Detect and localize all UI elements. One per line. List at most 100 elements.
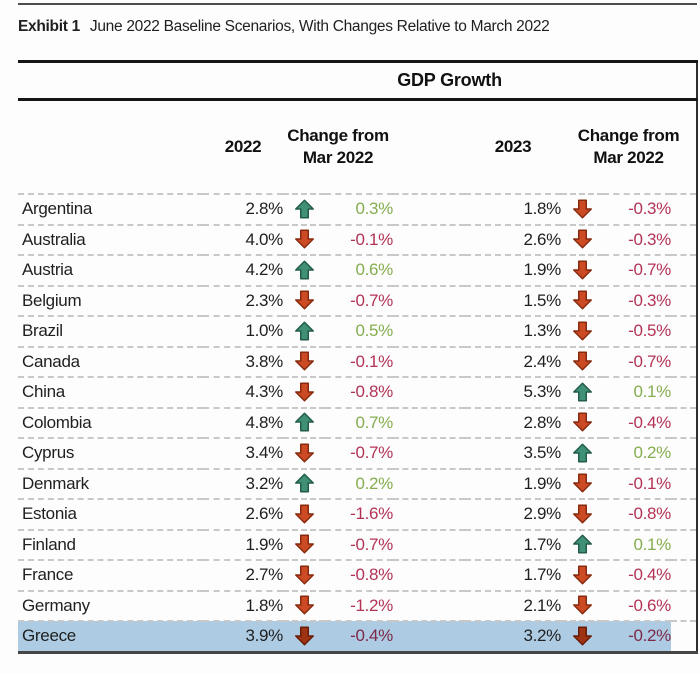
change-2023-arrow-cell — [561, 560, 603, 592]
exhibit-page: Exhibit 1 June 2022 Baseline Scenarios, W… — [0, 3, 700, 674]
spacer-cell — [393, 255, 465, 287]
country-cell: Germany — [18, 590, 203, 622]
right-pad-cell — [671, 621, 698, 654]
change-2023-value-cell: -0.2% — [603, 621, 671, 654]
right-pad-cell — [671, 285, 698, 317]
change-2022-value-cell: -0.7% — [325, 438, 393, 470]
country-cell: France — [18, 560, 203, 592]
gdp-2023-cell: 1.7% — [465, 529, 561, 561]
column-header-change-from-mar-2022-first: Change from Mar 2022 — [283, 99, 393, 195]
right-pad-cell — [671, 407, 698, 439]
change-2023-arrow-cell — [561, 468, 603, 500]
table-row: China 4.3% -0.8% 5.3% 0.1% — [18, 377, 698, 409]
change-2023-value-cell: -0.3% — [603, 285, 671, 317]
right-pad-cell — [671, 255, 698, 287]
up-arrow-icon — [294, 321, 315, 341]
down-arrow-icon — [572, 595, 593, 615]
table-row: Brazil 1.0% 0.5% 1.3% -0.5% — [18, 316, 698, 348]
gdp-2023-cell: 1.5% — [465, 285, 561, 317]
down-arrow-icon — [294, 351, 315, 371]
right-pad-cell — [671, 529, 698, 561]
change-2022-arrow-cell — [283, 590, 325, 622]
change-2022-arrow-cell — [283, 224, 325, 256]
down-arrow-icon — [294, 382, 315, 402]
change-2022-value-cell: 0.3% — [325, 194, 393, 226]
change-2023-arrow-cell — [561, 285, 603, 317]
change-2023-value-cell: 0.1% — [603, 529, 671, 561]
gdp-2023-cell: 1.9% — [465, 255, 561, 287]
gdp-2023-cell: 5.3% — [465, 377, 561, 409]
change-2023-value-cell: -0.5% — [603, 316, 671, 348]
spacer-cell — [393, 346, 465, 378]
right-pad-cell — [671, 499, 698, 531]
change-2022-value-cell: -1.2% — [325, 590, 393, 622]
gdp-2022-cell: 2.6% — [203, 499, 283, 531]
down-arrow-icon — [294, 229, 315, 249]
change-2022-arrow-cell — [283, 255, 325, 287]
down-arrow-icon — [294, 626, 315, 646]
up-arrow-icon — [294, 473, 315, 493]
up-arrow-icon — [294, 199, 315, 219]
change-2022-arrow-cell — [283, 194, 325, 226]
change-2023-value-cell: -0.8% — [603, 499, 671, 531]
right-pad-cell — [671, 590, 698, 622]
gdp-2022-cell: 1.9% — [203, 529, 283, 561]
change-2022-value-cell: -0.7% — [325, 529, 393, 561]
country-cell: Australia — [18, 224, 203, 256]
column-header-2022: 2022 — [203, 99, 283, 195]
down-arrow-icon — [572, 290, 593, 310]
country-cell: Greece — [18, 621, 203, 654]
change-2023-value-cell: -0.1% — [603, 468, 671, 500]
gdp-2022-cell: 2.7% — [203, 560, 283, 592]
down-arrow-icon — [294, 443, 315, 463]
country-cell: Finland — [18, 529, 203, 561]
change-2023-value-cell: 0.1% — [603, 377, 671, 409]
change-2023-value-cell: -0.4% — [603, 560, 671, 592]
down-arrow-icon — [294, 504, 315, 524]
spacer-cell — [393, 590, 465, 622]
change-2022-value-cell: 0.7% — [325, 407, 393, 439]
gdp-2022-cell: 3.2% — [203, 468, 283, 500]
right-pad-cell — [671, 194, 698, 226]
exhibit-heading: Exhibit 1 June 2022 Baseline Scenarios, W… — [18, 18, 700, 36]
table-row: Austria 4.2% 0.6% 1.9% -0.7% — [18, 255, 698, 287]
table-row: Denmark 3.2% 0.2% 1.9% -0.1% — [18, 468, 698, 500]
gdp-2023-cell: 1.8% — [465, 194, 561, 226]
column-header-change-from-mar-2022-second: Change from Mar 2022 — [561, 99, 698, 195]
gdp-2022-cell: 2.8% — [203, 194, 283, 226]
exhibit-label: Exhibit 1 — [18, 18, 80, 35]
right-pad-cell — [671, 377, 698, 409]
spacer-cell — [393, 316, 465, 348]
change-2023-value-cell: -0.7% — [603, 346, 671, 378]
change-2023-arrow-cell — [561, 194, 603, 226]
gdp-2022-cell: 2.3% — [203, 285, 283, 317]
table-row: Australia 4.0% -0.1% 2.6% -0.3% — [18, 224, 698, 256]
country-cell: Estonia — [18, 499, 203, 531]
table-column-header-row: 2022 Change from Mar 2022 2023 Change fr… — [18, 99, 698, 195]
table-row: Finland 1.9% -0.7% 1.7% 0.1% — [18, 529, 698, 561]
gdp-2023-cell: 3.5% — [465, 438, 561, 470]
spacer-cell — [393, 377, 465, 409]
gdp-2023-cell: 1.3% — [465, 316, 561, 348]
change-2022-arrow-cell — [283, 468, 325, 500]
down-arrow-icon — [572, 260, 593, 280]
gdp-2023-cell: 2.1% — [465, 590, 561, 622]
change-2022-arrow-cell — [283, 529, 325, 561]
right-pad-cell — [671, 438, 698, 470]
down-arrow-icon — [294, 595, 315, 615]
exhibit-title: June 2022 Baseline Scenarios, With Chang… — [89, 18, 550, 35]
change-2022-value-cell: 0.6% — [325, 255, 393, 287]
spacer-cell — [393, 560, 465, 592]
up-arrow-icon — [572, 382, 593, 402]
gdp-2022-cell: 4.3% — [203, 377, 283, 409]
change-2023-arrow-cell — [561, 377, 603, 409]
change-2022-arrow-cell — [283, 438, 325, 470]
spacer-cell — [393, 621, 465, 654]
change-2022-value-cell: 0.5% — [325, 316, 393, 348]
column-header-country — [18, 99, 203, 195]
down-arrow-icon — [572, 321, 593, 341]
change-2022-value-cell: -0.8% — [325, 377, 393, 409]
gdp-2023-cell: 2.9% — [465, 499, 561, 531]
change-2022-arrow-cell — [283, 285, 325, 317]
gdp-2023-cell: 2.6% — [465, 224, 561, 256]
